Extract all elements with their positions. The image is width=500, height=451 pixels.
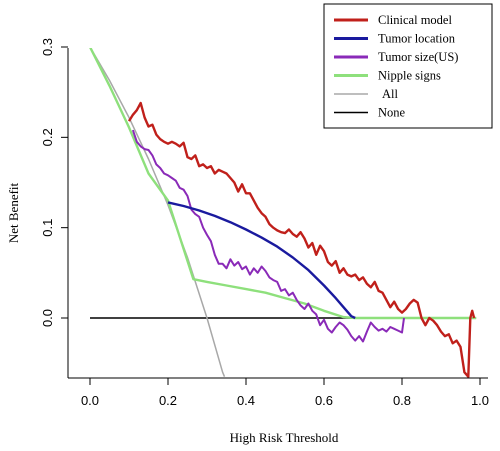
legend-label-all: All [382,87,399,101]
y-tick-label: 0.0 [40,309,55,327]
x-tick-label: 0.6 [315,393,333,408]
x-ticks: 0.0 0.2 0.4 0.6 0.8 1.0 [81,378,489,408]
y-tick-label: 0.1 [40,219,55,237]
series-line-nipple-signs [89,48,477,320]
series-line-tumor-location [167,201,356,320]
legend-label-nipple-signs: Nipple signs [378,69,441,83]
legend: Clinical model Tumor location Tumor size(U… [323,3,493,129]
y-tick-label: 0.3 [40,38,55,56]
legend-box [323,3,493,129]
series-line-all [89,48,226,377]
series-line-clinical-model [127,101,476,378]
y-tick-label: 0.2 [40,128,55,146]
series-line-tumor-size-us [131,129,405,343]
legend-label-tumor-size-us: Tumor size(US) [378,50,458,64]
plot-area [89,48,477,378]
x-tick-label: 0.8 [393,393,411,408]
x-axis-title: High Risk Threshold [230,430,339,445]
legend-label-tumor-location: Tumor location [378,32,456,46]
x-tick-label: 0.2 [159,393,177,408]
y-axis-title: Net Benefit [6,182,21,243]
x-tick-label: 0.0 [81,393,99,408]
x-tick-label: 0.4 [237,393,255,408]
legend-label-none: None [378,106,406,120]
y-ticks: 0.0 0.1 0.2 0.3 [40,38,68,327]
legend-label-clinical-model: Clinical model [378,13,452,27]
x-tick-label: 1.0 [471,393,489,408]
axes [67,48,488,379]
